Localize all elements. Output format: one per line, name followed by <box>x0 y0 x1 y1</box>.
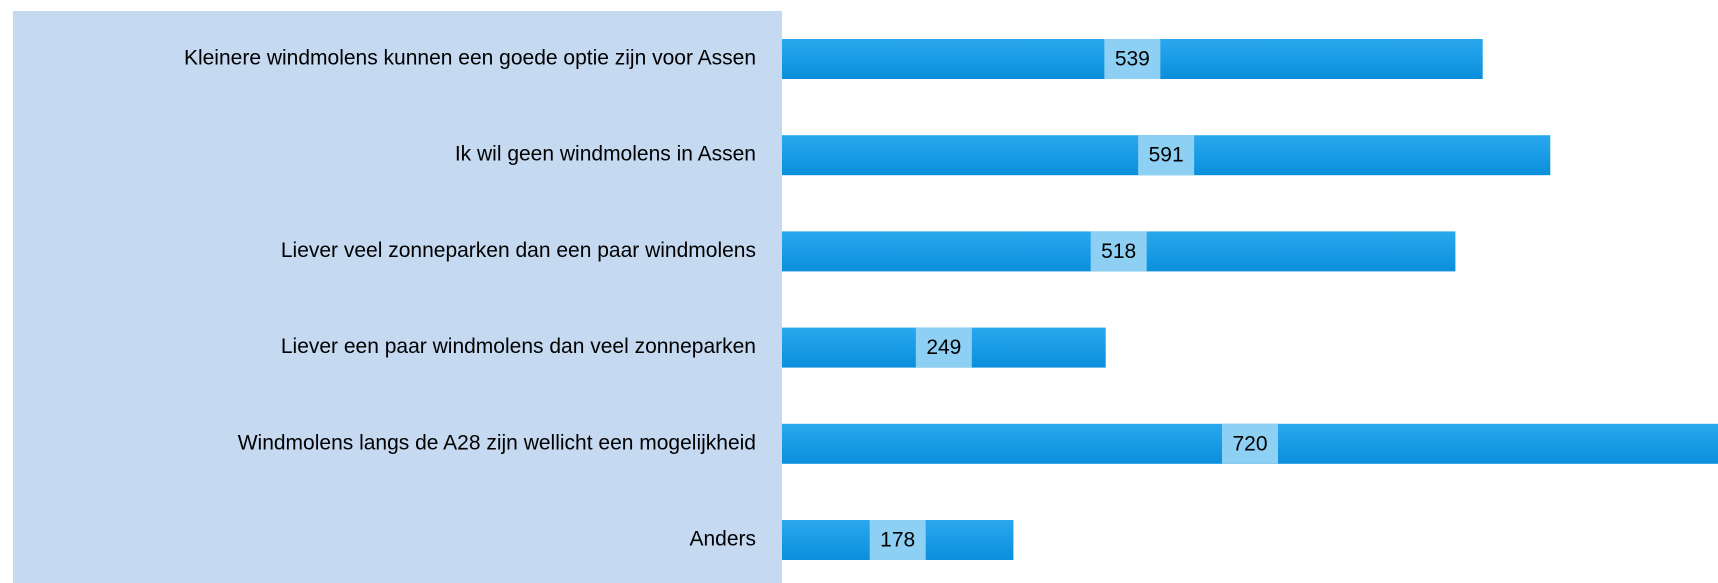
value-label-box <box>869 520 926 560</box>
category-label: Liever veel zonneparken dan een paar win… <box>281 239 756 262</box>
value-label-box <box>1090 231 1147 272</box>
category-label: Kleinere windmolens kunnen een goede opt… <box>184 47 756 70</box>
value-label-box <box>1222 423 1278 464</box>
category-label: Windmolens langs de A28 zijn wellicht ee… <box>238 431 756 454</box>
label-panel <box>13 11 782 583</box>
value-label: 539 <box>1115 48 1150 71</box>
value-label-box <box>915 327 972 368</box>
category-label: Ik wil geen windmolens in Assen <box>455 143 756 166</box>
category-label: Liever een paar windmolens dan veel zonn… <box>281 335 756 358</box>
value-label: 178 <box>880 529 915 552</box>
value-label: 591 <box>1149 144 1184 167</box>
value-label-box <box>1104 39 1161 79</box>
value-label: 720 <box>1232 432 1267 455</box>
value-label: 249 <box>926 336 961 359</box>
value-label-box <box>1138 135 1195 176</box>
value-label: 518 <box>1101 240 1136 263</box>
category-label: Anders <box>689 528 756 551</box>
